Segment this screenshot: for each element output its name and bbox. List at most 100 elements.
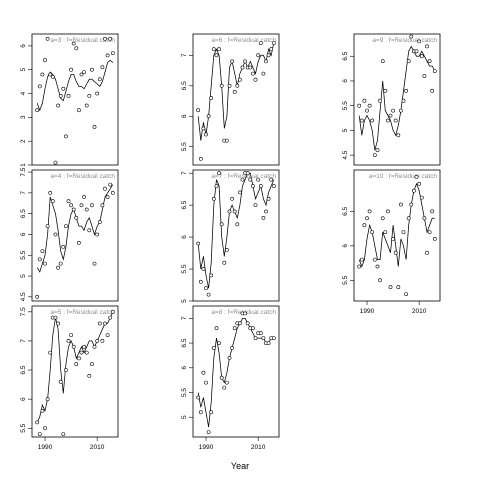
data-point	[391, 108, 396, 113]
panel-title: a=5 : f=Residual catch	[50, 309, 115, 316]
data-point	[196, 241, 201, 246]
data-point	[357, 264, 362, 269]
data-point	[266, 196, 271, 201]
data-point	[240, 177, 245, 182]
data-point	[380, 59, 385, 64]
data-point	[84, 103, 89, 108]
fitted-line	[358, 182, 435, 268]
data-point	[110, 190, 115, 195]
data-point	[219, 83, 224, 88]
data-point	[103, 36, 107, 41]
data-point	[211, 47, 216, 52]
data-point	[391, 236, 396, 241]
data-point	[92, 261, 97, 266]
chart-panel-5: a=7 : f=Residual catch 5 5.5 6 6.5 7	[181, 169, 280, 303]
data-point	[198, 279, 203, 284]
data-point	[79, 203, 84, 208]
data-point	[425, 44, 429, 49]
data-point	[201, 267, 206, 271]
data-point	[253, 336, 258, 341]
data-point	[375, 148, 380, 153]
fitted-line	[197, 172, 275, 289]
data-point	[35, 420, 40, 425]
data-point	[388, 113, 393, 118]
data-point	[206, 430, 211, 435]
data-point	[219, 375, 224, 380]
data-point	[79, 350, 84, 355]
data-point	[58, 261, 63, 266]
data-point	[264, 59, 268, 64]
panel-frame	[31, 33, 119, 166]
data-point	[108, 182, 113, 187]
data-point	[378, 278, 383, 283]
panel-title: a=7 : f=Residual catch	[211, 173, 276, 180]
data-point	[56, 265, 61, 270]
fitted-line	[197, 318, 274, 428]
data-point	[61, 432, 66, 437]
y-tick-label: 5	[20, 68, 27, 72]
data-point	[37, 84, 42, 89]
data-point	[92, 344, 97, 349]
data-point	[84, 207, 89, 212]
data-point	[95, 338, 100, 343]
data-point	[362, 98, 367, 103]
data-point	[201, 126, 206, 131]
y-tick-label: 4	[20, 91, 27, 95]
data-point	[58, 94, 63, 98]
data-point	[235, 83, 240, 88]
data-point	[74, 46, 79, 51]
data-point	[271, 184, 276, 188]
data-point	[100, 203, 105, 208]
data-point	[372, 257, 377, 262]
data-point	[261, 215, 266, 220]
data-point	[66, 338, 71, 343]
data-point	[224, 138, 229, 143]
data-point	[432, 69, 437, 74]
y-tick-label: 6	[342, 244, 349, 248]
y-tick-label: 6.5	[20, 209, 27, 218]
y-tick-label: 5.5	[342, 101, 349, 110]
x-tick-label: 1990	[199, 444, 214, 451]
data-point	[383, 88, 388, 93]
chart-panel-7: a=5 : f=Residual catch 5.5 6 6.5 7 7.5 1990 201…	[20, 305, 119, 451]
panel-frame	[192, 305, 280, 438]
data-point	[359, 257, 364, 262]
data-point	[372, 153, 377, 158]
data-point	[37, 257, 42, 262]
data-point	[48, 72, 53, 77]
data-point	[245, 171, 250, 176]
data-point	[367, 209, 372, 214]
data-point	[84, 350, 89, 355]
data-point	[97, 321, 102, 326]
data-point	[64, 134, 68, 139]
data-point	[222, 260, 227, 265]
chart-panel-2: a=6 : f=Residual catch 5.5 6 6.5 7	[181, 33, 280, 166]
y-tick-label: 6	[181, 114, 188, 118]
data-point	[209, 410, 214, 415]
data-point	[227, 209, 232, 214]
data-point	[69, 67, 74, 72]
data-point	[95, 91, 100, 96]
data-point	[105, 333, 110, 338]
data-point	[82, 70, 87, 75]
data-point	[271, 336, 276, 341]
panel-frame	[192, 33, 280, 166]
data-point	[40, 72, 45, 77]
data-point	[409, 34, 414, 39]
data-point	[66, 199, 71, 204]
data-point	[417, 181, 422, 186]
data-point	[258, 184, 263, 188]
chart-panel-3: a=9 : f=Residual catch 4.5 5 5.5 6 6.5	[342, 33, 441, 166]
data-point	[401, 230, 406, 235]
data-point	[53, 232, 58, 237]
data-point	[198, 410, 203, 415]
data-point	[61, 244, 66, 249]
data-point	[201, 370, 206, 375]
data-point	[103, 321, 107, 326]
data-point	[401, 98, 406, 103]
data-point	[264, 209, 268, 214]
x-tick-label: 2010	[90, 444, 105, 451]
